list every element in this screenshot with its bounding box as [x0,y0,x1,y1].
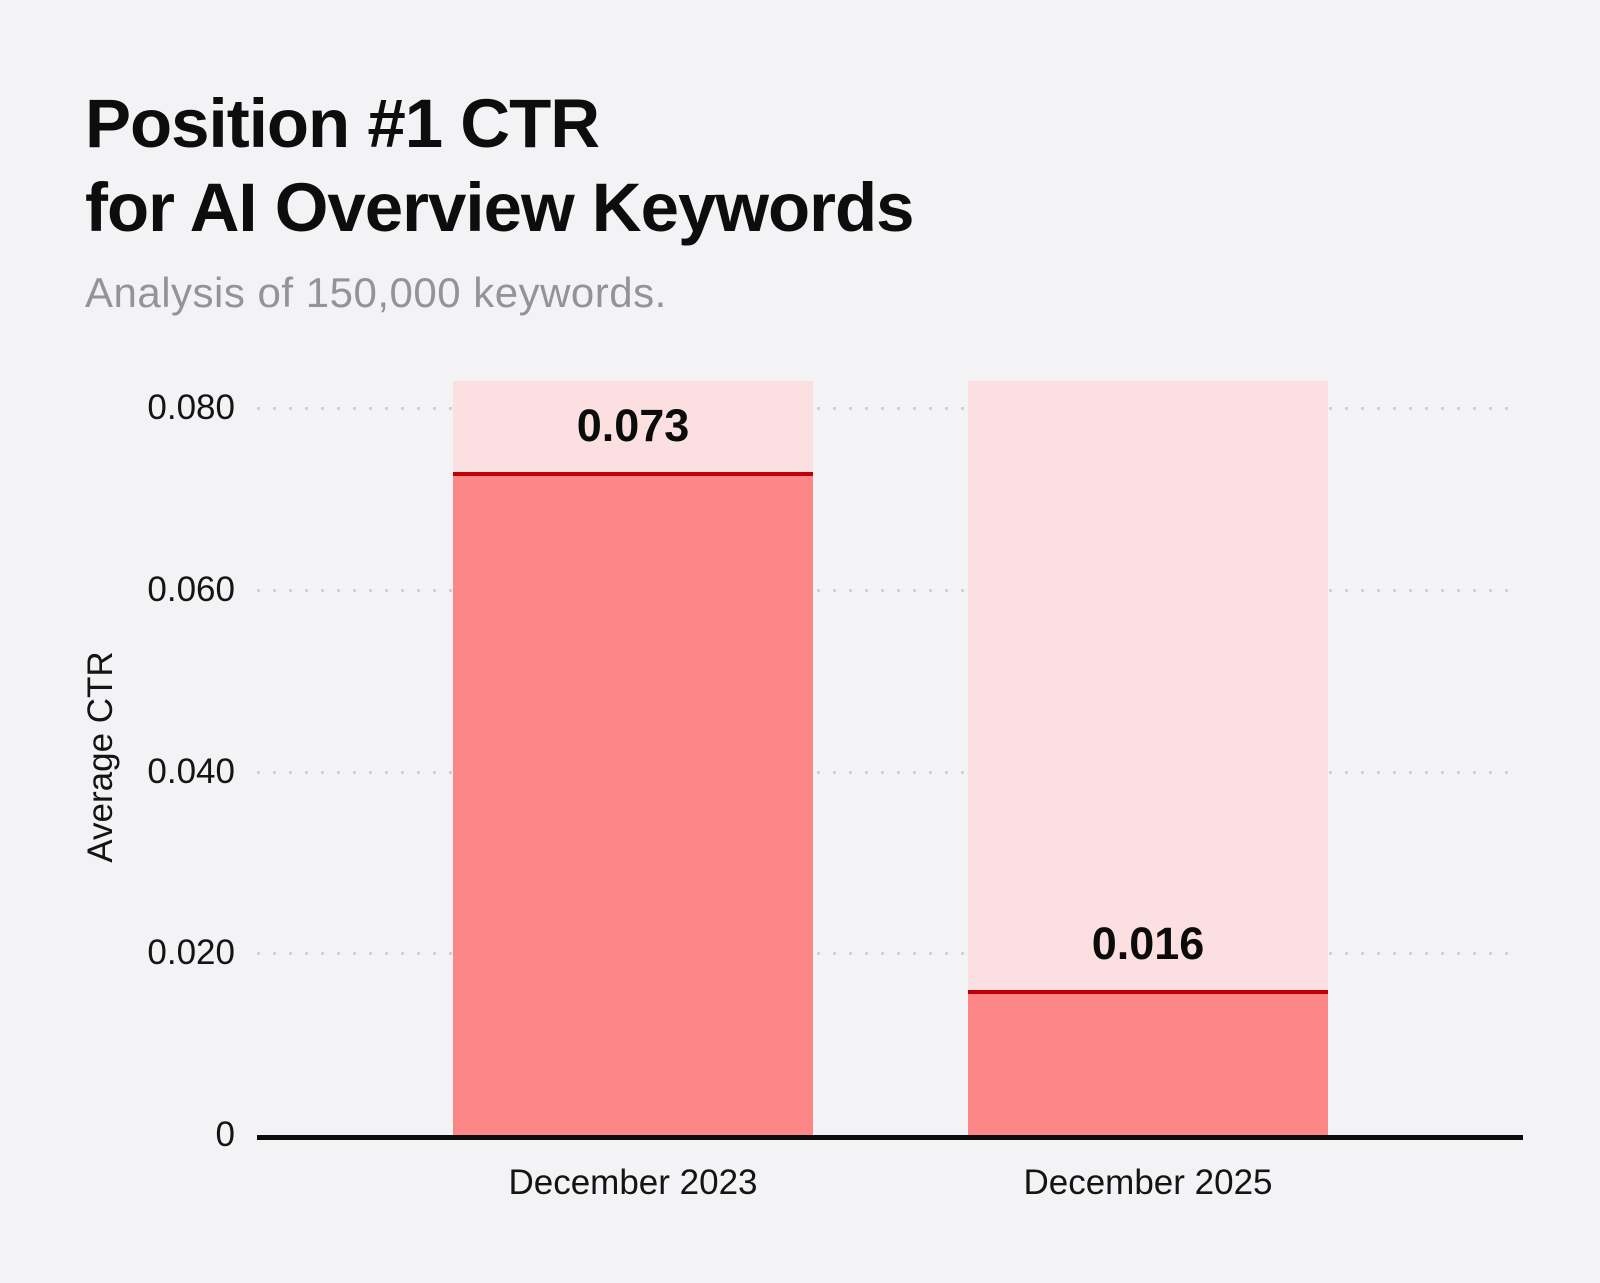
bar-fill [968,989,1328,1135]
y-gridline [257,952,1521,956]
bar-value-label: 0.016 [1091,917,1205,969]
y-gridline [257,588,1521,592]
y-tick-label: 0 [215,1115,235,1154]
chart-title-line2: for AI Overview Keywords [85,169,915,246]
chart-title-line1: Position #1 CTR [85,85,600,162]
y-tick-label: 0.080 [147,388,235,428]
y-tick-label: 0.060 [147,569,235,609]
y-gridline [257,407,1521,411]
bar-value-label: 0.073 [576,399,690,451]
chart-title: Position #1 CTR for AI Overview Keywords [85,82,915,250]
y-gridline [257,770,1521,774]
x-tick-label: December 2023 [508,1163,758,1202]
y-tick-label: 0.020 [147,933,235,973]
chart-subtitle: Analysis of 150,000 keywords. [85,269,667,316]
bar-fill [453,471,813,1135]
x-axis-line [257,1135,1523,1140]
x-tick-label: December 2025 [1023,1163,1273,1202]
y-tick-label: 0.040 [147,751,235,791]
